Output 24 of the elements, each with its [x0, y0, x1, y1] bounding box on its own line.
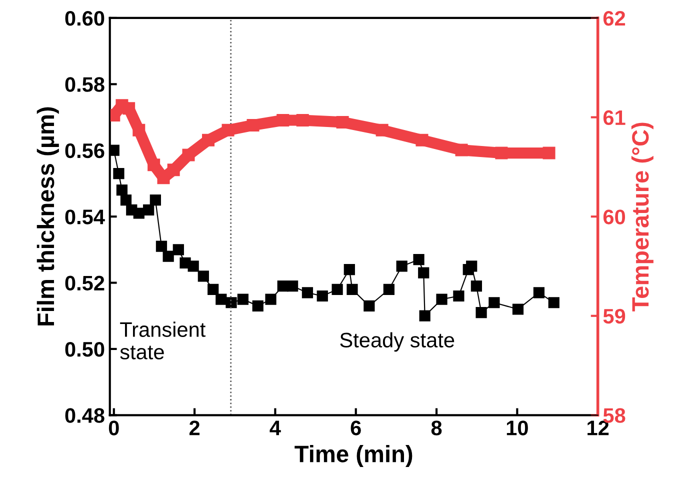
x-tick-label: 12 [588, 420, 609, 436]
y-tick-label: 0.60 [65, 10, 104, 26]
y2-tick-label: 58 [603, 408, 626, 423]
y2-tick-label: 59 [603, 308, 626, 324]
x-tick-label: 8 [431, 420, 442, 436]
y-tick-label: 0.58 [65, 77, 104, 92]
y2-tick-label: 61 [603, 110, 626, 126]
x-tick-label: 0 [108, 420, 119, 436]
y-tick-label: 0.48 [65, 408, 104, 423]
x-tick-label: 4 [270, 420, 281, 436]
y2-axis-title: Temperature (°C) [631, 122, 654, 312]
x-tick-label: 10 [506, 420, 528, 436]
x-axis-title: Time (min) [294, 445, 412, 468]
y-tick-label: 0.52 [65, 276, 104, 291]
annotation: Steady state [340, 332, 454, 352]
x-tick-label: 2 [189, 420, 200, 436]
y-tick-label: 0.50 [65, 342, 104, 357]
annotation: Transient state [120, 322, 206, 360]
x-tick-label: 6 [350, 420, 361, 436]
y-tick-label: 0.56 [65, 143, 104, 158]
y2-tick-label: 60 [603, 210, 626, 224]
y-axis-title: Film thickness (µm) [36, 107, 59, 326]
y-tick-label: 0.54 [65, 210, 105, 224]
y2-tick-label: 62 [603, 10, 626, 26]
